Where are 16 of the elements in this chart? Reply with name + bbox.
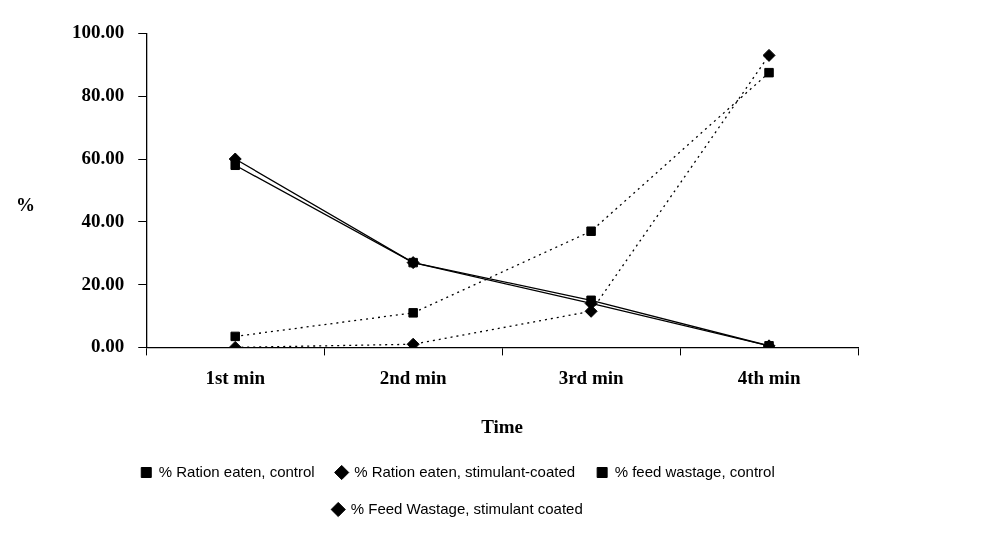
y-tick-label: 60.00	[81, 146, 125, 168]
legend-label: % feed wastage, control	[614, 462, 775, 480]
x-tick-label: 1st min	[205, 366, 266, 388]
y-tick-label: 20.00	[81, 272, 125, 294]
y-tick-label: 40.00	[81, 209, 125, 231]
x-tick-label: 2nd min	[379, 366, 448, 388]
x-tick-label: 4th min	[737, 366, 801, 388]
legend-label: % Ration eaten, control	[158, 462, 315, 480]
y-tick-label: 80.00	[81, 84, 125, 106]
x-tick-label: 3rd min	[558, 366, 624, 388]
y-tick-label: 0.00	[91, 335, 125, 357]
x-axis-title: Time	[481, 415, 524, 437]
y-tick-label: 100.00	[72, 21, 125, 43]
legend-label: % Feed Wastage, stimulant coated	[350, 499, 583, 517]
y-axis-title: %	[16, 194, 35, 216]
legend-label: % Ration eaten, stimulant-coated	[354, 462, 576, 480]
